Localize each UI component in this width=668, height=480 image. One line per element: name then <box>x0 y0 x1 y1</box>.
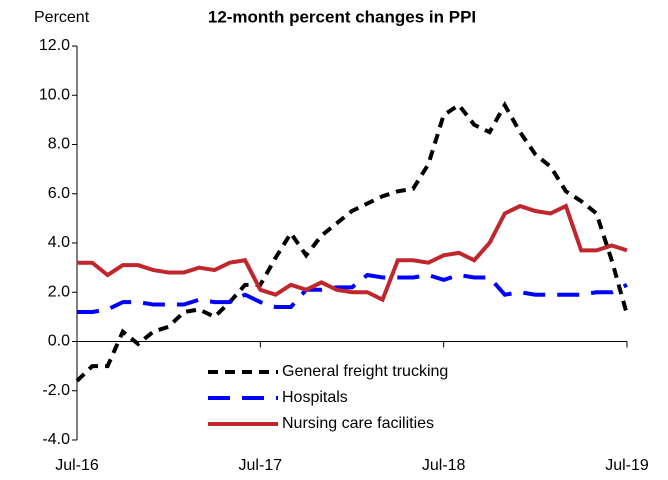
legend-label: Hospitals <box>282 389 348 406</box>
series-line <box>77 272 628 314</box>
y-tick-label: 0.0 <box>48 333 70 350</box>
y-tick-label: 8.0 <box>48 136 70 153</box>
y-tick-label: 6.0 <box>48 185 70 202</box>
y-tick-label: 10.0 <box>39 86 70 103</box>
series-line <box>75 101 629 383</box>
y-tick-label: 12.0 <box>39 37 70 54</box>
y-tick-label: 2.0 <box>48 283 70 300</box>
chart-title: 12-month percent changes in PPI <box>208 7 476 26</box>
y-tick-label: 4.0 <box>48 234 70 251</box>
series-line <box>77 203 628 303</box>
x-tick-label: Jul-18 <box>422 457 466 474</box>
y-tick-label: -4.0 <box>42 431 70 448</box>
x-tick-label: Jul-19 <box>605 457 649 474</box>
y-tick-label: -2.0 <box>42 382 70 399</box>
legend-label: Nursing care facilities <box>282 415 434 432</box>
legend-label: General freight trucking <box>282 363 448 380</box>
y-axis-label: Percent <box>34 9 90 26</box>
x-tick-label: Jul-17 <box>239 457 283 474</box>
x-tick-label: Jul-16 <box>55 457 99 474</box>
